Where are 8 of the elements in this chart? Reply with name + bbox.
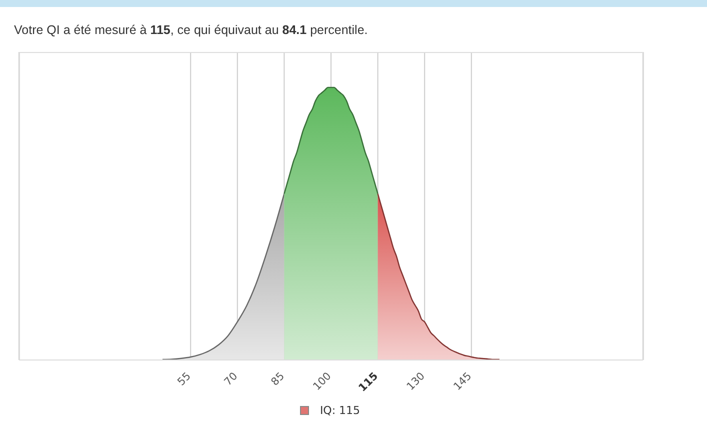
x-tick-label: 100 bbox=[311, 370, 334, 393]
x-tick-label: 70 bbox=[222, 370, 240, 388]
legend-label: IQ: 115 bbox=[320, 404, 360, 416]
chart-title: Votre QI a été mesuré à 115, ce qui équivaut au 84.1 percentile. bbox=[14, 23, 368, 37]
x-tick-label: 85 bbox=[268, 370, 287, 388]
x-tick-label: 130 bbox=[404, 370, 428, 393]
x-tick-label: 145 bbox=[451, 370, 474, 393]
x-tick-label: 55 bbox=[175, 370, 194, 388]
